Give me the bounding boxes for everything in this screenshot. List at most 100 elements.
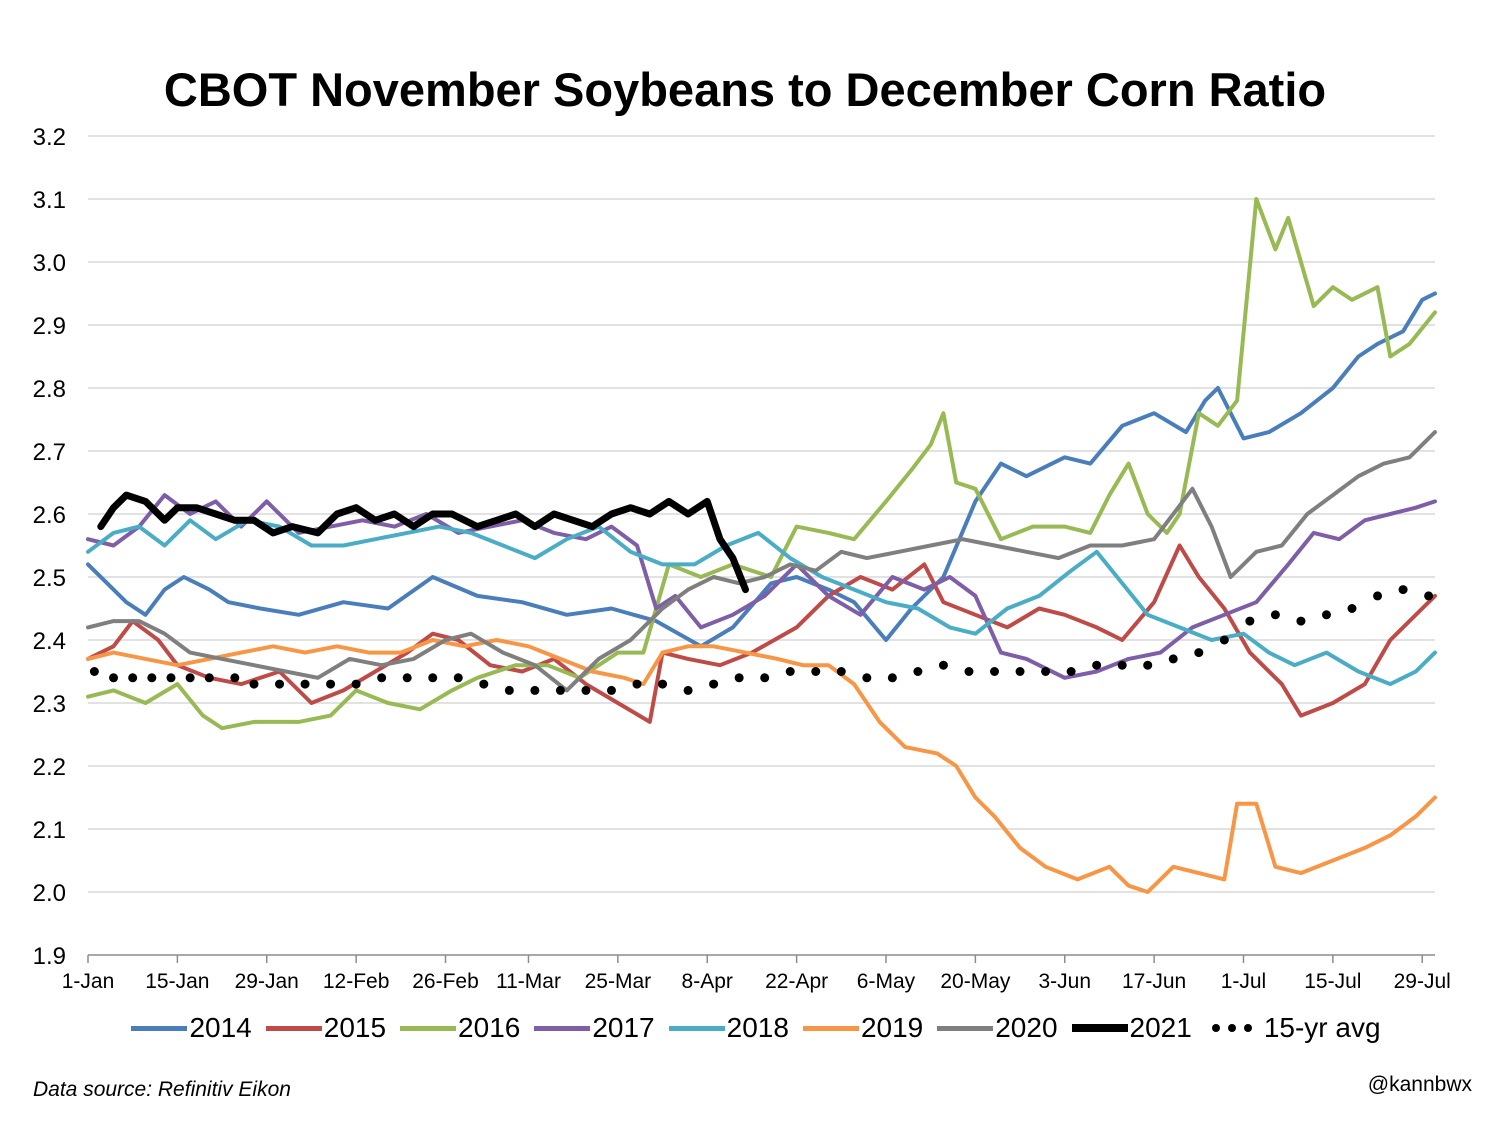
avg-point (530, 685, 540, 695)
avg-point (1219, 635, 1229, 645)
legend-swatch (668, 1025, 725, 1031)
avg-point (128, 673, 138, 683)
data-source-note: Data source: Refinitiv Eikon (33, 1078, 291, 1101)
avg-point (1041, 667, 1051, 676)
y-tick-label: 2.8 (33, 376, 66, 403)
x-tick-label: 22-Apr (765, 970, 828, 993)
x-tick-label: 29-Jan (235, 970, 299, 993)
x-tick-label: 25-Mar (585, 970, 652, 993)
avg-point (453, 673, 463, 683)
avg-point (913, 667, 923, 676)
y-tick-label: 3.1 (33, 187, 66, 214)
avg-point (811, 667, 821, 676)
legend-swatch (1071, 1024, 1128, 1032)
avg-point (1321, 610, 1331, 620)
avg-point (555, 685, 565, 695)
y-tick-label: 2.0 (33, 880, 66, 907)
x-tick-label: 29-Jul (1394, 970, 1451, 993)
avg-point (109, 673, 119, 683)
series-line-2020 (86, 430, 1437, 693)
series-line-2014 (86, 291, 1437, 649)
series-line-2021 (97, 491, 749, 594)
legend-item: 2014 (131, 1012, 252, 1044)
avg-point (964, 667, 974, 676)
avg-point (836, 667, 846, 676)
x-tick-label: 26-Feb (412, 970, 479, 993)
avg-point (1296, 616, 1306, 626)
avg-point (249, 679, 259, 689)
avg-point (606, 685, 616, 695)
series-lines (86, 197, 1437, 894)
avg-point (204, 673, 214, 683)
avg-point (1143, 660, 1153, 670)
legend-item: 2018 (668, 1012, 789, 1044)
x-tick-label: 3-Jun (1038, 970, 1091, 993)
legend-swatch (802, 1025, 859, 1031)
legend-label: 2019 (860, 1012, 924, 1043)
avg-point (479, 679, 489, 689)
x-axis: 1-Jan 15-Jan 29-Jan 12-Feb 26-Feb 11-Mar 25-Ma… (62, 954, 1451, 993)
legend-item: 2016 (400, 1012, 520, 1044)
legend-swatch (265, 1025, 322, 1031)
gridlines (88, 135, 1435, 893)
avg-point (185, 673, 195, 683)
legend-label: 15-yr avg (1263, 1012, 1381, 1043)
x-tick-label: 15-Jan (145, 970, 209, 993)
legend-label: 2021 (1129, 1012, 1192, 1043)
avg-point (1092, 660, 1102, 670)
x-tick-label: 8-Apr (682, 970, 733, 993)
series-line-2015 (86, 543, 1437, 724)
avg-point (351, 679, 361, 689)
avg-point (709, 679, 719, 689)
x-tick-label: 11-Mar (496, 970, 561, 993)
legend-label: 2016 (458, 1012, 521, 1043)
legend-label: 2014 (189, 1012, 252, 1043)
avg-point (428, 673, 438, 683)
x-tick-label: 1-Jan (62, 970, 115, 993)
avg-point (990, 667, 1000, 676)
legend-item: 15-yr avg (1206, 1012, 1381, 1044)
legend-label: 2017 (592, 1012, 655, 1043)
legend-item: 2017 (534, 1012, 655, 1044)
legend-swatch (534, 1025, 591, 1031)
avg-point (166, 673, 176, 683)
y-tick-label: 3.2 (33, 124, 66, 151)
avg-point (504, 685, 514, 695)
y-tick-label: 2.1 (33, 817, 66, 844)
legend: 2014 2015 2016 2017 2018 2019 2020 2021 15-yr av… (100, 1008, 1420, 1048)
avg-point (89, 667, 99, 676)
avg-point (1245, 616, 1255, 626)
x-tick-label: 15-Jul (1304, 970, 1361, 993)
series-15-yr-avg (89, 585, 1434, 695)
series-line-2019 (86, 638, 1437, 894)
avg-point (1270, 610, 1280, 620)
avg-point (377, 673, 387, 683)
avg-point (1015, 667, 1025, 676)
avg-point (760, 673, 770, 683)
avg-point (1117, 660, 1127, 670)
avg-point (862, 673, 872, 683)
y-tick-label: 1.9 (33, 943, 66, 970)
y-tick-label: 2.6 (33, 502, 66, 529)
legend-item: 2019 (802, 1012, 924, 1044)
line-chart: 1.9 2.0 2.1 2.2 2.3 2.4 2.5 2.6 2.7 2.8 2.9 3.0 3.1 3… (33, 124, 1451, 993)
avg-point (147, 673, 157, 683)
x-tick-label: 17-Jun (1122, 970, 1186, 993)
y-tick-label: 2.2 (33, 754, 66, 781)
legend-swatch (1206, 1023, 1262, 1033)
avg-point (300, 679, 310, 689)
series-line-2016 (86, 197, 1437, 731)
series-line-2018 (86, 518, 1437, 687)
y-tick-label: 2.3 (33, 691, 66, 718)
avg-point (1373, 591, 1383, 601)
avg-point (785, 667, 795, 676)
avg-point (275, 679, 285, 689)
avg-point (230, 673, 240, 683)
legend-item: 2021 (1071, 1012, 1192, 1044)
avg-point (326, 679, 336, 689)
avg-point (581, 685, 591, 695)
avg-point (1347, 604, 1357, 613)
legend-swatch (131, 1025, 188, 1031)
avg-point (1168, 654, 1178, 664)
legend-label: 2015 (323, 1012, 387, 1043)
